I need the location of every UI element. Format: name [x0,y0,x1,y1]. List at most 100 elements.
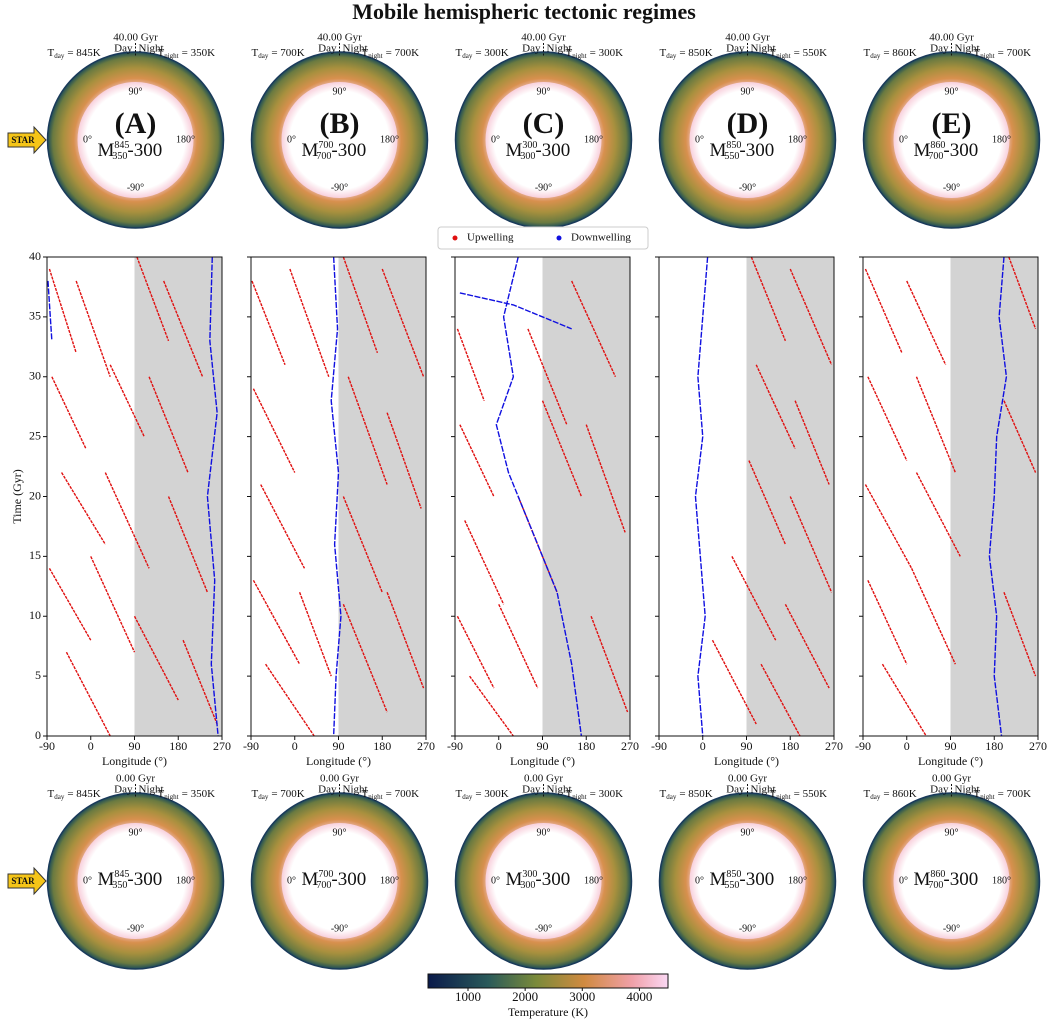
annulus-core [485,823,602,939]
night-label: Night [343,784,368,796]
upwelling-streak [167,496,209,593]
angle-label: 180° [380,875,399,886]
t-day: Tday = 300K [456,788,509,801]
t-symbol: T [158,788,165,800]
x-tick-label: 270 [1029,739,1047,753]
t-night-value: = 700K [386,47,419,59]
colorbar-tick-label: 3000 [569,989,595,1004]
t-sub: day [870,52,881,60]
star-label: STAR [11,135,35,145]
annulus-core [77,823,194,939]
x-tick-label: 0 [292,739,298,753]
legend-box [437,226,649,250]
model-sup: 845 [114,869,129,880]
t-night-value: = 550K [794,47,827,59]
x-axis-label: Longitude (°) [510,754,575,768]
y-tick-label: 35 [29,309,41,323]
t-day-value: = 850K [679,47,712,59]
t-day-value: = 700K [271,788,304,800]
time-label: 0.00 Gyr [524,773,563,785]
t-night: Tnight = 300K [566,788,624,801]
angle-label: 180° [992,875,1011,886]
angle-label: 90° [945,827,959,838]
angle-label: -90° [535,182,552,193]
upwelling-streak [541,400,583,497]
day-label: Day [318,784,337,796]
colorbar-label: Temperature (K) [508,1005,588,1019]
annulus-core [893,823,1010,939]
annulus-core [281,823,398,939]
t-day: Tday = 845K [48,47,101,60]
downwelling-streak [988,256,1008,737]
model-sup: 860 [930,869,945,880]
x-tick-label: -90 [447,739,463,753]
colorbar-tick-label: 2000 [512,989,538,1004]
model-symbol: M [506,140,523,161]
model-sub: 700 [928,880,943,891]
upwelling-streak [182,639,218,725]
upwelling-streak [347,376,388,485]
t-night: Tnight = 700K [362,788,420,801]
t-sub: day [258,793,269,801]
angle-label: 180° [176,134,195,145]
angle-label: 0° [83,134,92,145]
annulus-core [485,82,602,198]
t-symbol: T [660,788,667,800]
y-tick-label: 15 [29,548,41,562]
angle-label: 90° [129,827,143,838]
night-shade [542,257,630,736]
model-label: M860 700-300 [914,869,979,891]
t-sub: day [666,52,677,60]
t-sub: night [368,793,382,801]
colorbar [427,973,669,989]
night-label: Night [955,784,980,796]
angle-label: 180° [380,134,399,145]
model-symbol: M [302,869,319,890]
x-tick-label: -90 [39,739,55,753]
time-label: 40.00 Gyr [725,32,770,44]
x-tick-label: 270 [621,739,639,753]
upwelling-streak [456,328,485,401]
angle-label: -90° [943,923,960,934]
upwelling-streak [864,484,913,569]
x-axis-label: Longitude (°) [102,754,167,768]
t-sub: night [572,793,586,801]
t-sub: day [462,793,473,801]
x-tick-label: 180 [169,739,187,753]
t-sub: night [164,52,178,60]
model-symbol: M [914,140,931,161]
t-day: Tday = 845K [48,788,101,801]
downwelling-streak [495,256,583,737]
model-suffix: -300 [943,869,978,890]
t-symbol: T [864,47,871,59]
t-symbol: T [660,47,667,59]
angle-label: 0° [695,875,704,886]
t-night-value: = 350K [182,47,215,59]
model-sub: 700 [316,880,331,891]
t-sub: day [870,793,881,801]
y-tick-label: 20 [29,488,41,502]
upwelling-streak [867,376,908,461]
x-axis-label: Longitude (°) [714,754,779,768]
upwelling-streak [260,484,306,569]
angle-label: 0° [899,134,908,145]
t-day-value: = 300K [475,788,508,800]
t-sub: night [776,52,790,60]
t-night: Tnight = 350K [158,788,216,801]
night-label: Night [343,43,368,55]
t-symbol: T [158,47,165,59]
upwelling-streak [915,472,961,557]
x-tick-label: 180 [577,739,595,753]
x-tick-label: -90 [651,739,667,753]
upwelling-streak [1003,592,1037,677]
upwelling-streak [711,639,757,725]
x-tick-label: 90 [741,739,753,753]
t-sub: day [54,52,65,60]
time-label: 0.00 Gyr [932,773,971,785]
upwelling-streak [469,675,514,737]
upwelling-streak [906,280,947,366]
night-label: Night [751,43,776,55]
panel-label: (D) [727,107,769,140]
angle-label: 90° [945,86,959,97]
t-symbol: T [770,47,777,59]
